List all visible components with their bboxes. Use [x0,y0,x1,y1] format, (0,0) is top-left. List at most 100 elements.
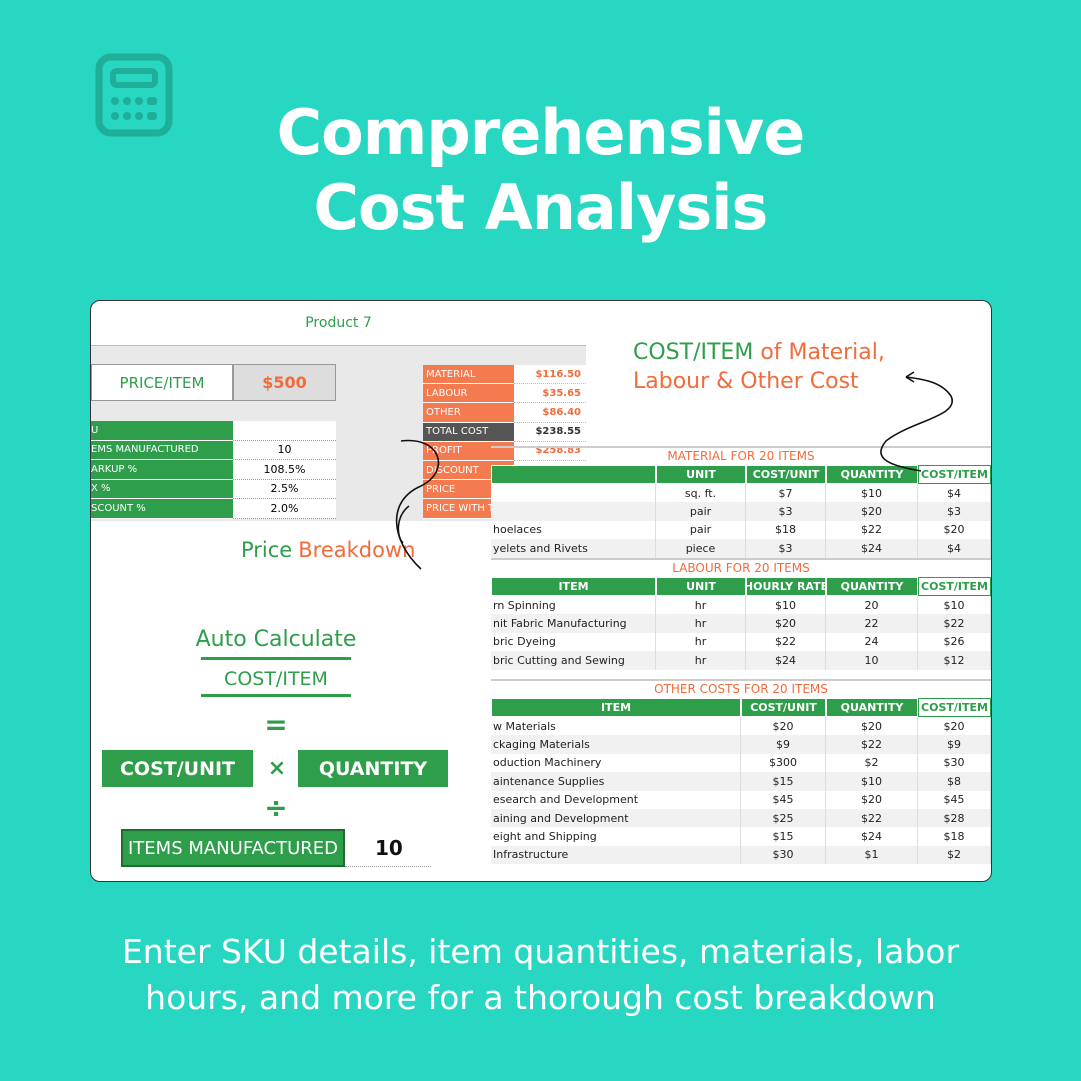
table-cell: w Materials [491,717,741,736]
table-cell [491,484,656,503]
table-cell: 20 [826,596,918,615]
table-cell: sq. ft. [656,484,746,503]
table-header: COST/ITEM [918,698,991,717]
table-cell: $20 [826,502,918,521]
summary-label: LABOUR [423,384,514,404]
table-cell: $15 [741,772,826,791]
input-value [233,421,336,441]
table-cell: $45 [741,790,826,809]
input-value: 2.5% [233,479,336,499]
table-cell: $18 [918,827,991,846]
formula-equals: = [264,709,288,739]
table-cell: $30 [741,845,826,865]
table-cell: bric Cutting and Sewing [491,651,656,670]
table-cell: oduction Machinery [491,753,741,773]
formula-left: COST/UNIT [102,750,253,787]
callout-word: of Material, [760,339,885,365]
table-cell: $30 [918,753,991,773]
table-header: QUANTITY [826,465,918,484]
summary-value: $116.50 [514,365,586,385]
table-cell: 24 [826,632,918,652]
summary-value: $35.65 [514,384,586,404]
table-cell: $2 [918,845,991,865]
table-cell: $3 [918,502,991,521]
summary-label: OTHER [423,403,514,423]
table-cell: $22 [918,614,991,633]
formula-times: × [267,756,287,781]
title: Cost Analysis [313,170,769,244]
table-cell: bric Dyeing [491,632,656,652]
table-cell [491,502,656,521]
input-value: 2.0% [233,499,336,519]
table-cell: $12 [918,651,991,670]
callout-word: COST/ITEM [633,339,754,365]
summary-value: $238.55 [514,422,586,442]
input-label: X % [91,479,233,499]
table-cell: $24 [826,539,918,558]
table-cell: $300 [741,753,826,773]
formula-numerator: COST/ITEM [224,668,328,690]
table-header: ITEM [491,698,741,717]
table-title: MATERIAL FOR 20 ITEMS [491,446,991,464]
table-cell: $22 [746,632,826,652]
table-cell: ckaging Materials [491,735,741,754]
table-cell: $4 [918,539,991,558]
table-cell: $10 [826,772,918,791]
formula-rule [201,694,351,697]
table-header: COST/UNIT [741,698,826,717]
table-cell: hoelaces [491,520,656,540]
input-value: 108.5% [233,460,336,480]
table-cell: $28 [918,809,991,828]
price-label: PRICE/ITEM [91,364,233,401]
table-cell: $18 [746,520,826,540]
table-cell: $8 [918,772,991,791]
callout-word: Breakdown [298,538,416,562]
table-cell: $1 [826,845,918,865]
table-cell: $25 [741,809,826,828]
formula-divide: ÷ [264,791,288,823]
table-cell: hr [656,596,746,615]
table-header: COST/ITEM [918,465,991,484]
calculator-icon [95,53,173,137]
table-cell: $45 [918,790,991,809]
table-cell: $20 [918,717,991,736]
screenshot-card: Product 7 PRICE/ITEM $500 U EMS MANUFACTURED… [90,300,992,882]
table-cell: $24 [826,827,918,846]
table-cell: hr [656,614,746,633]
formula-right: QUANTITY [298,750,448,787]
table-cell: yelets and Rivets [491,539,656,558]
summary-label: MATERIAL [423,365,514,385]
table-title: OTHER COSTS FOR 20 ITEMS [491,679,991,697]
table-cell: $3 [746,539,826,558]
input-label: ARKUP % [91,460,233,480]
table-header: ITEM [491,577,656,596]
table-cell: nit Fabric Manufacturing [491,614,656,633]
table-title: LABOUR FOR 20 ITEMS [491,558,991,576]
table-cell: pair [656,520,746,540]
table-cell: esearch and Development [491,790,741,809]
price-value: $500 [233,364,336,401]
formula-title: Auto Calculate [195,626,357,652]
callout-word: Price [241,538,293,562]
table-header: UNIT [656,465,746,484]
table-cell: $9 [741,735,826,754]
table-header: COST/UNIT [746,465,826,484]
table-cell: $20 [741,717,826,736]
table-cell: $22 [826,809,918,828]
product-header: Product 7 [91,301,586,346]
table-cell: pair [656,502,746,521]
table-cell: $3 [746,502,826,521]
table-cell: $22 [826,735,918,754]
table-cell: $26 [918,632,991,652]
table-cell: $20 [746,614,826,633]
formula-rule [201,657,351,660]
cost-item-callout: COST/ITEM of Material, [633,337,933,367]
table-cell: $24 [746,651,826,670]
table-cell: $7 [746,484,826,503]
price-breakdown-callout: Price Breakdown [241,533,471,567]
table-header: HOURLY RATE [746,577,826,596]
input-value: 10 [233,440,336,460]
table-header: UNIT [656,577,746,596]
table-cell: $15 [741,827,826,846]
